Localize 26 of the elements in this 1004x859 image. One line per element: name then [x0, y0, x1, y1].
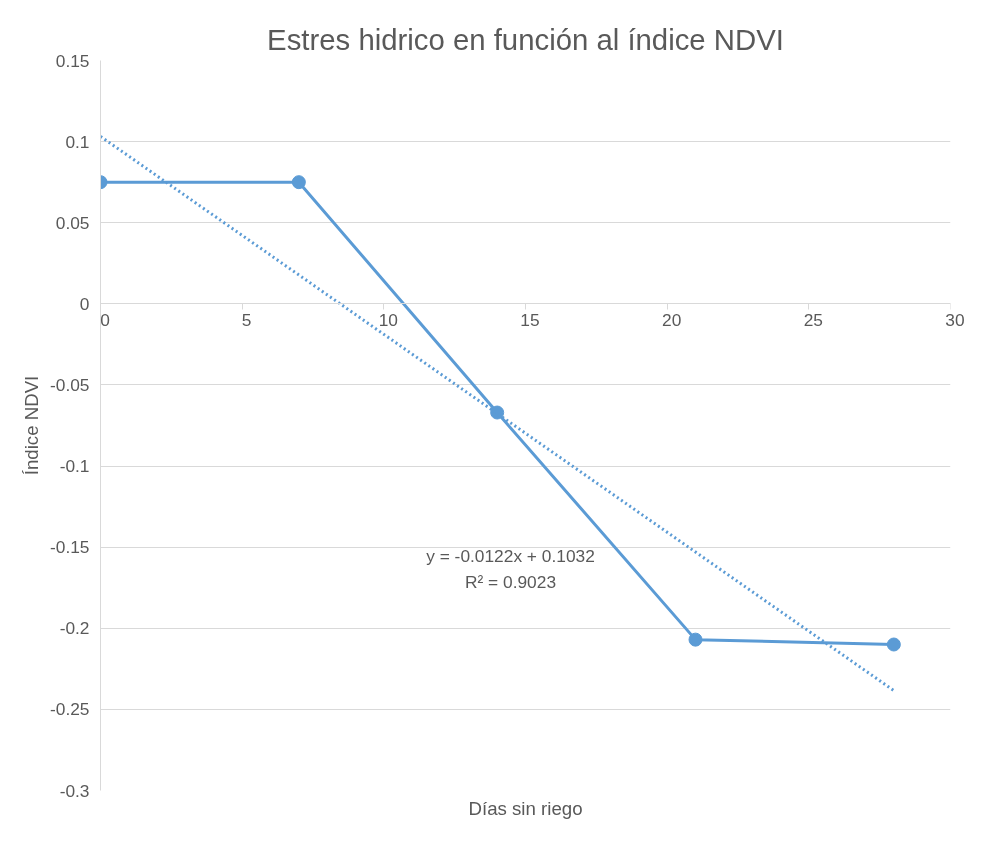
y-tick-label: 0.1 [65, 131, 90, 152]
y-axis-title: Índice NDVI [21, 375, 42, 476]
chart-title: Estres hidrico en función al índice NDVI [267, 22, 784, 56]
y-tick-label: 0.15 [55, 50, 90, 71]
point [490, 405, 505, 420]
y-tick-label: 0 [79, 293, 90, 314]
y-tick-label: -0.25 [50, 699, 90, 720]
x-axis-title: Días sin riego [468, 797, 583, 819]
y-tick-label: -0.3 [59, 780, 90, 801]
x-tick-label: 25 [803, 309, 823, 333]
point [886, 637, 901, 652]
x-tick-label: 30 [945, 309, 965, 333]
y-tick-label: -0.05 [50, 374, 90, 395]
y-tick-label: -0.15 [50, 537, 90, 558]
y-tick-label: 0.05 [55, 212, 90, 233]
x-tick-label: 0 [100, 309, 110, 333]
y-tick-label: -0.2 [59, 618, 90, 639]
annotation: y = -0.0122x + 0.1032 [426, 545, 595, 566]
x-tick-label: 15 [520, 309, 540, 333]
x-tick-label: 5 [241, 309, 252, 333]
annotation: R² = 0.9023 [464, 571, 557, 592]
point [291, 175, 306, 190]
point [688, 632, 703, 647]
y-tick-label: -0.1 [59, 456, 90, 477]
x-tick-label: 20 [662, 309, 682, 333]
x-tick-label: 10 [378, 309, 398, 333]
